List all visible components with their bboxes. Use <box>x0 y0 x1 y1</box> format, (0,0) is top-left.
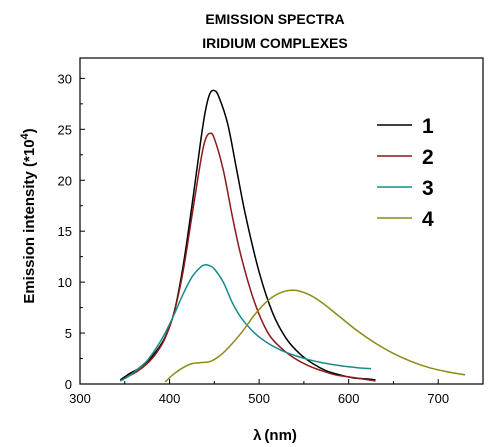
plot-frame <box>79 57 484 385</box>
series-line-4 <box>164 289 466 383</box>
y-axis-label-prefix: Emission intensity (*10 <box>21 139 38 303</box>
series-line-2 <box>119 132 376 382</box>
legend: 1 2 3 4 <box>377 115 434 231</box>
y-axis-label-suffix: ) <box>21 128 38 133</box>
chart-title-line2: IRIDIUM COMPLEXES <box>202 35 347 51</box>
x-tick-label: 600 <box>338 391 360 406</box>
x-tick-label: 300 <box>69 391 91 406</box>
legend-label-2: 2 <box>422 146 434 169</box>
x-axis-label: λ (nm) <box>253 427 297 444</box>
x-tick-label: 700 <box>427 391 449 406</box>
y-tick-label: 25 <box>58 122 72 137</box>
chart-title-line1: EMISSION SPECTRA <box>205 11 344 27</box>
x-axis-label-symbol: λ <box>253 427 262 444</box>
y-tick-label: 20 <box>58 173 72 188</box>
y-tick-label: 10 <box>58 275 72 290</box>
series-line-3 <box>119 264 372 382</box>
y-tick-label: 15 <box>58 224 72 239</box>
legend-label-4: 4 <box>422 208 434 231</box>
axis-ticks: 300 400 500 600 700 0 5 10 15 20 25 30 <box>58 71 450 406</box>
legend-label-1: 1 <box>422 115 434 138</box>
legend-label-3: 3 <box>422 177 434 200</box>
plot-area <box>79 57 484 385</box>
x-tick-label: 400 <box>159 391 181 406</box>
y-axis-label: Emission intensity (*104) <box>19 128 38 303</box>
series-lines <box>119 89 466 383</box>
x-tick-label: 500 <box>248 391 270 406</box>
series-line-1 <box>119 89 376 381</box>
y-axis-label-exponent: 4 <box>19 132 31 139</box>
y-tick-label: 30 <box>58 71 72 86</box>
y-tick-label: 0 <box>65 377 72 392</box>
y-tick-label: 5 <box>65 326 72 341</box>
x-axis-label-unit: (nm) <box>264 427 297 444</box>
